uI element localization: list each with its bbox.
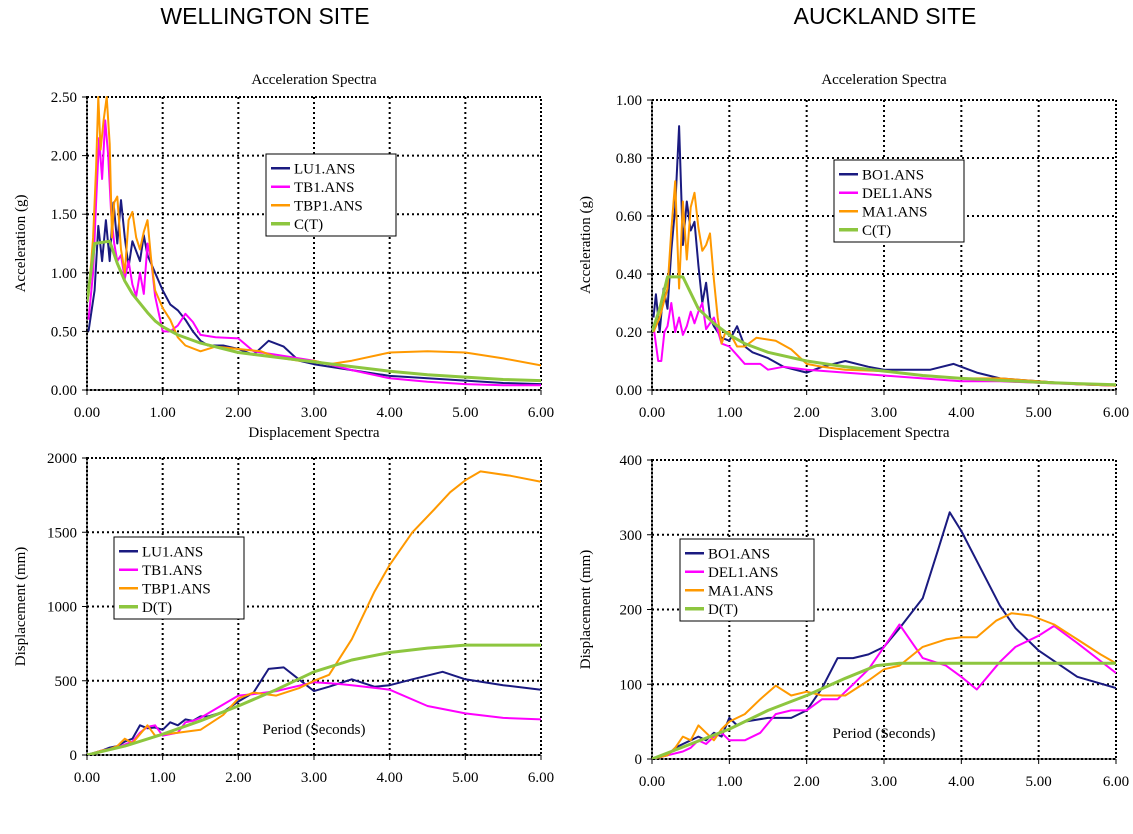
- y-tick-label: 0: [70, 748, 78, 764]
- series-line-tbp1-ans: [87, 470, 541, 755]
- x-axis-label: Period (Seconds): [263, 722, 366, 738]
- x-axis-label: Period (Seconds): [833, 726, 936, 742]
- y-tick-label: 0.50: [51, 324, 77, 340]
- w_disp-chart: 0.00 1.00 2.00 3.00 4.00 5.00 6.00 0 500 1000 1500…: [13, 425, 554, 786]
- y-tick-label: 0.40: [616, 267, 642, 283]
- legend-label: C(T): [862, 223, 891, 239]
- a_disp-chart: 0.00 1.00 2.00 3.00 4.00 5.00 6.00 0 100 200 300 40…: [578, 425, 1129, 790]
- y-tick-label: 0.00: [616, 383, 642, 399]
- legend: BO1.ANS DEL1.ANS MA1.ANS D(T): [679, 538, 815, 622]
- x-tick-label: 1.00: [150, 405, 176, 421]
- legend-label: C(T): [294, 217, 323, 233]
- x-tick-label: 6.00: [1103, 774, 1129, 790]
- legend: BO1.ANS DEL1.ANS MA1.ANS C(T): [833, 159, 965, 243]
- charts-layer: 0.00 1.00 2.00 3.00 4.00 5.00 6.00 0.00 0.50 1.00…: [13, 72, 1129, 790]
- y-tick-label: 1500: [47, 525, 77, 541]
- x-tick-label: 2.00: [794, 405, 820, 421]
- series-line-tb1-ans: [87, 681, 541, 755]
- x-tick-label: 2.00: [225, 405, 251, 421]
- legend-label: LU1.ANS: [294, 161, 355, 177]
- legend-label: LU1.ANS: [142, 544, 203, 560]
- y-tick-label: 0.00: [51, 383, 77, 399]
- series-line-d-t-: [652, 661, 1116, 759]
- y-tick-label: 400: [620, 453, 643, 469]
- legend-label: TB1.ANS: [142, 563, 202, 579]
- legend-label: D(T): [708, 602, 738, 618]
- legend-label: D(T): [142, 600, 172, 616]
- y-tick-label: 2.50: [51, 90, 77, 106]
- legend-label: BO1.ANS: [862, 167, 924, 183]
- series-line-ma1-ans: [652, 612, 1116, 759]
- x-tick-label: 5.00: [452, 770, 478, 786]
- x-tick-label: 1.00: [150, 770, 176, 786]
- series-line-d-t-: [87, 643, 541, 755]
- y-tick-label: 1.00: [51, 266, 77, 282]
- y-tick-label: 1.00: [616, 93, 642, 109]
- x-tick-label: 4.00: [948, 405, 974, 421]
- y-axis-label: Displacement (mm): [13, 547, 29, 667]
- y-tick-label: 2000: [47, 451, 77, 467]
- y-axis-label: Acceleration (g): [13, 195, 29, 293]
- x-tick-label: 6.00: [528, 405, 554, 421]
- x-tick-label: 2.00: [225, 770, 251, 786]
- y-tick-label: 1.50: [51, 207, 77, 223]
- x-tick-label: 2.00: [794, 774, 820, 790]
- a_acc-chart: 0.00 1.00 2.00 3.00 4.00 5.00 6.00 0.00 0.20 0.40…: [578, 72, 1129, 421]
- x-tick-label: 0.00: [639, 774, 665, 790]
- x-tick-label: 1.00: [716, 774, 742, 790]
- y-tick-label: 0.80: [616, 151, 642, 167]
- x-tick-label: 5.00: [1026, 774, 1052, 790]
- legend-label: MA1.ANS: [708, 583, 773, 599]
- legend-label: BO1.ANS: [708, 546, 770, 562]
- x-tick-label: 4.00: [377, 770, 403, 786]
- x-tick-label: 6.00: [528, 770, 554, 786]
- wellington-heading: WELLINGTON SITE: [160, 3, 369, 29]
- y-axis-label: Acceleration (g): [578, 196, 594, 294]
- x-tick-label: 5.00: [452, 405, 478, 421]
- x-tick-label: 4.00: [377, 405, 403, 421]
- legend-label: TBP1.ANS: [294, 198, 363, 214]
- legend-label: DEL1.ANS: [862, 186, 932, 202]
- y-tick-label: 1000: [47, 600, 77, 616]
- x-tick-label: 5.00: [1026, 405, 1052, 421]
- x-tick-label: 4.00: [948, 774, 974, 790]
- y-tick-label: 300: [620, 528, 643, 544]
- w_acc-chart: 0.00 1.00 2.00 3.00 4.00 5.00 6.00 0.00 0.50 1.00…: [13, 72, 554, 421]
- y-tick-label: 0.20: [616, 325, 642, 341]
- chart-title: Acceleration Spectra: [251, 72, 377, 88]
- x-tick-label: 3.00: [301, 770, 327, 786]
- x-tick-label: 3.00: [301, 405, 327, 421]
- y-axis-label: Displacement (mm): [578, 550, 594, 670]
- x-tick-label: 0.00: [74, 770, 100, 786]
- legend-label: DEL1.ANS: [708, 565, 778, 581]
- chart-title: Displacement Spectra: [818, 425, 950, 441]
- series-line-c-t-: [652, 275, 1116, 387]
- legend: LU1.ANS TB1.ANS TBP1.ANS D(T): [113, 536, 245, 620]
- legend-label: TB1.ANS: [294, 180, 354, 196]
- series-line-del1-ans: [652, 302, 1116, 387]
- y-tick-label: 2.00: [51, 149, 77, 165]
- x-tick-label: 6.00: [1103, 405, 1129, 421]
- y-tick-label: 500: [55, 674, 78, 690]
- y-tick-label: 100: [620, 677, 643, 693]
- x-tick-label: 0.00: [639, 405, 665, 421]
- legend: LU1.ANS TB1.ANS TBP1.ANS C(T): [265, 153, 397, 237]
- y-tick-label: 0: [635, 752, 643, 768]
- legend-label: MA1.ANS: [862, 204, 927, 220]
- x-tick-label: 3.00: [871, 774, 897, 790]
- x-tick-label: 1.00: [716, 405, 742, 421]
- series-line-del1-ans: [652, 623, 1116, 759]
- series-line-c-t-: [87, 239, 541, 383]
- x-tick-label: 0.00: [74, 405, 100, 421]
- x-tick-label: 3.00: [871, 405, 897, 421]
- y-tick-label: 200: [620, 603, 643, 619]
- chart-title: Acceleration Spectra: [821, 72, 947, 88]
- y-tick-label: 0.60: [616, 209, 642, 225]
- legend-label: TBP1.ANS: [142, 581, 211, 597]
- auckland-heading: AUCKLAND SITE: [794, 3, 977, 29]
- chart-title: Displacement Spectra: [248, 425, 380, 441]
